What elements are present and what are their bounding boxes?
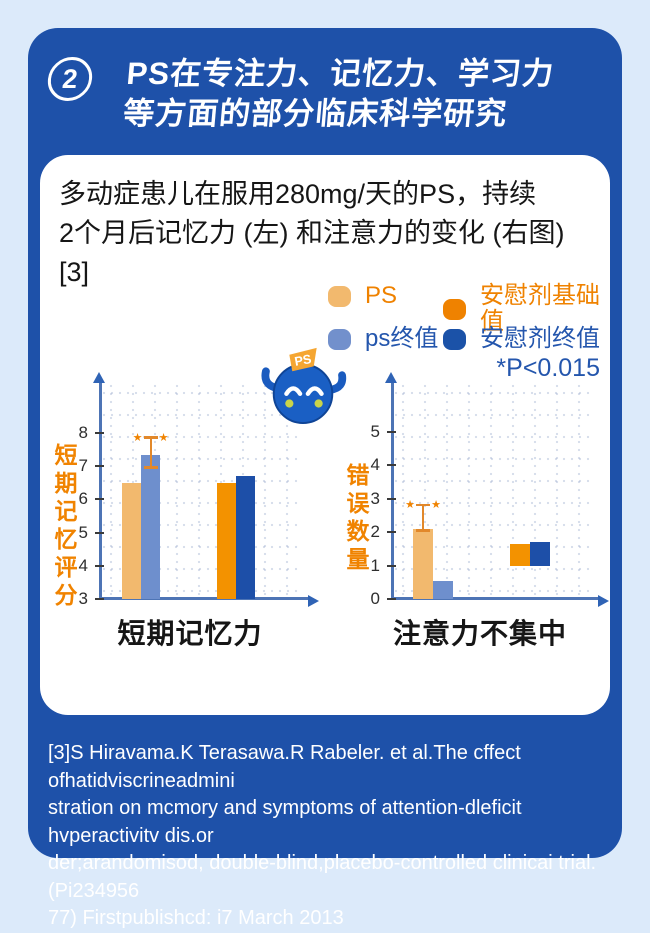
significance-star-icon: ★	[132, 431, 143, 444]
y-tick-mark	[387, 564, 396, 567]
error-bar	[422, 505, 424, 531]
error-bar	[149, 438, 152, 468]
section-number-badge: 2	[45, 57, 95, 101]
y-tick-label: 6	[78, 489, 88, 509]
section-number: 2	[60, 63, 80, 94]
y-tick-mark	[387, 497, 396, 500]
page-title-line1: PS在专注力、记忆力、学习力	[125, 56, 556, 91]
y-tick-label: 5	[370, 422, 380, 441]
main-panel: 2 PS在专注力、记忆力、学习力 等方面的部分临床科学研究 多动症患儿在服用28…	[28, 28, 622, 929]
citation-line: 77) Firstpublishcd: i7 March 2013	[48, 907, 344, 929]
y-tick-label: 1	[370, 555, 380, 575]
x-axis-arrow-icon	[308, 594, 319, 607]
bar-ps终值	[433, 580, 453, 599]
bar-PS	[122, 482, 141, 599]
study-description-line1: 多动症患儿在服用280mg/天的PS，持续	[59, 179, 537, 209]
bar-安慰剂基础值	[217, 482, 236, 599]
y-tick-label: 3	[78, 589, 88, 608]
legend-label: 安慰剂基础值	[480, 282, 600, 335]
y-tick-mark	[387, 464, 396, 467]
bar-ps终值	[141, 454, 160, 599]
y-tick-mark	[95, 465, 104, 468]
citation-line: stration on mcmory and symptoms of atten…	[48, 797, 522, 847]
y-tick-mark	[95, 564, 104, 567]
mascot-icon: PS	[254, 343, 352, 430]
y-tick-label: 7	[78, 456, 88, 476]
legend-item-placebo-baseline: 安慰剂基础值	[443, 283, 610, 335]
y-tick-label: 8	[78, 423, 88, 442]
y-tick-label: 5	[78, 522, 88, 542]
legend-swatch-ps-final	[328, 328, 351, 350]
citation-line: [3]S Hiravama.K Terasawa.R Rabeler. et a…	[48, 742, 521, 792]
error-bar-cap	[416, 529, 430, 532]
legend-swatch-placebo-baseline	[443, 298, 466, 320]
x-axis	[100, 594, 319, 607]
bar-安慰剂终值	[530, 542, 550, 566]
significance-star-icon: ★	[158, 431, 169, 444]
content-card: 多动症患儿在服用280mg/天的PS，持续 2个月后记忆力 (左) 和注意力的变…	[40, 155, 610, 715]
chart-x-label: 短期记忆力	[117, 618, 263, 649]
bar-安慰剂终值	[236, 476, 255, 599]
y-axis-arrow-icon	[93, 372, 105, 383]
bar-PS	[413, 528, 433, 599]
legend-label: 安慰剂终值	[480, 325, 600, 352]
y-axis-arrow-icon	[385, 372, 397, 383]
citation-line: der;arandomisod, double-blind,placebo-co…	[48, 852, 597, 902]
x-axis	[392, 594, 609, 607]
study-description-ref: [3]	[59, 257, 90, 287]
y-tick-label: 4	[370, 455, 380, 475]
y-tick-mark	[387, 531, 396, 534]
y-axis-label: 短期记忆评分	[51, 443, 77, 611]
y-tick-mark	[95, 432, 104, 434]
y-ticks: 0 1 2 3 4 5	[358, 382, 386, 608]
y-tick-label: 0	[370, 589, 380, 608]
page-title-line2: 等方面的部分临床科学研究	[121, 96, 509, 131]
y-tick-mark	[387, 431, 396, 433]
y-tick-mark	[95, 598, 104, 600]
significance-star-icon: ★	[431, 499, 441, 512]
plot-area: ★ ★	[385, 372, 609, 607]
y-axis	[385, 372, 397, 599]
error-bar-cap	[143, 466, 158, 469]
y-tick-mark	[387, 598, 396, 600]
significance-star-icon: ★	[405, 499, 415, 512]
y-axis	[93, 372, 105, 599]
y-tick-mark	[95, 498, 104, 501]
bar-安慰剂基础值	[510, 543, 530, 566]
y-axis-label: 错误数量	[343, 463, 369, 575]
page-title: PS在专注力、记忆力、学习力 等方面的部分临床科学研究	[122, 54, 609, 134]
error-bar-cap	[143, 436, 158, 439]
legend-label: PS	[365, 282, 398, 309]
y-tick-mark	[95, 531, 104, 534]
error-bar-cap	[416, 503, 430, 507]
legend-swatch-ps	[328, 285, 351, 307]
svg-text:PS: PS	[293, 352, 312, 369]
x-axis-arrow-icon	[598, 594, 609, 607]
study-description-line2: 2个月后记忆力 (左) 和注意力的变化 (右图)	[59, 218, 565, 248]
y-tick-label: 4	[78, 555, 88, 575]
study-description: 多动症患儿在服用280mg/天的PS，持续 2个月后记忆力 (左) 和注意力的变…	[59, 175, 599, 292]
legend-item-placebo-final: 安慰剂终值	[443, 326, 600, 352]
legend-swatch-placebo-final	[443, 328, 466, 350]
y-tick-label: 2	[370, 522, 380, 542]
citation-footnote: [3]S Hiravama.K Terasawa.R Rabeler. et a…	[48, 740, 614, 933]
p-value-note: *P<0.015	[496, 354, 600, 382]
legend-item-ps-final: ps终值	[328, 326, 438, 352]
y-ticks: 3 4 5 6 7 8	[66, 382, 94, 608]
y-tick-label: 3	[370, 488, 380, 508]
chart-x-label: 注意力不集中	[392, 618, 567, 649]
plot-area: ★ ★	[93, 372, 319, 607]
legend-item-ps: PS	[328, 283, 397, 309]
legend-label: ps终值	[365, 325, 439, 352]
